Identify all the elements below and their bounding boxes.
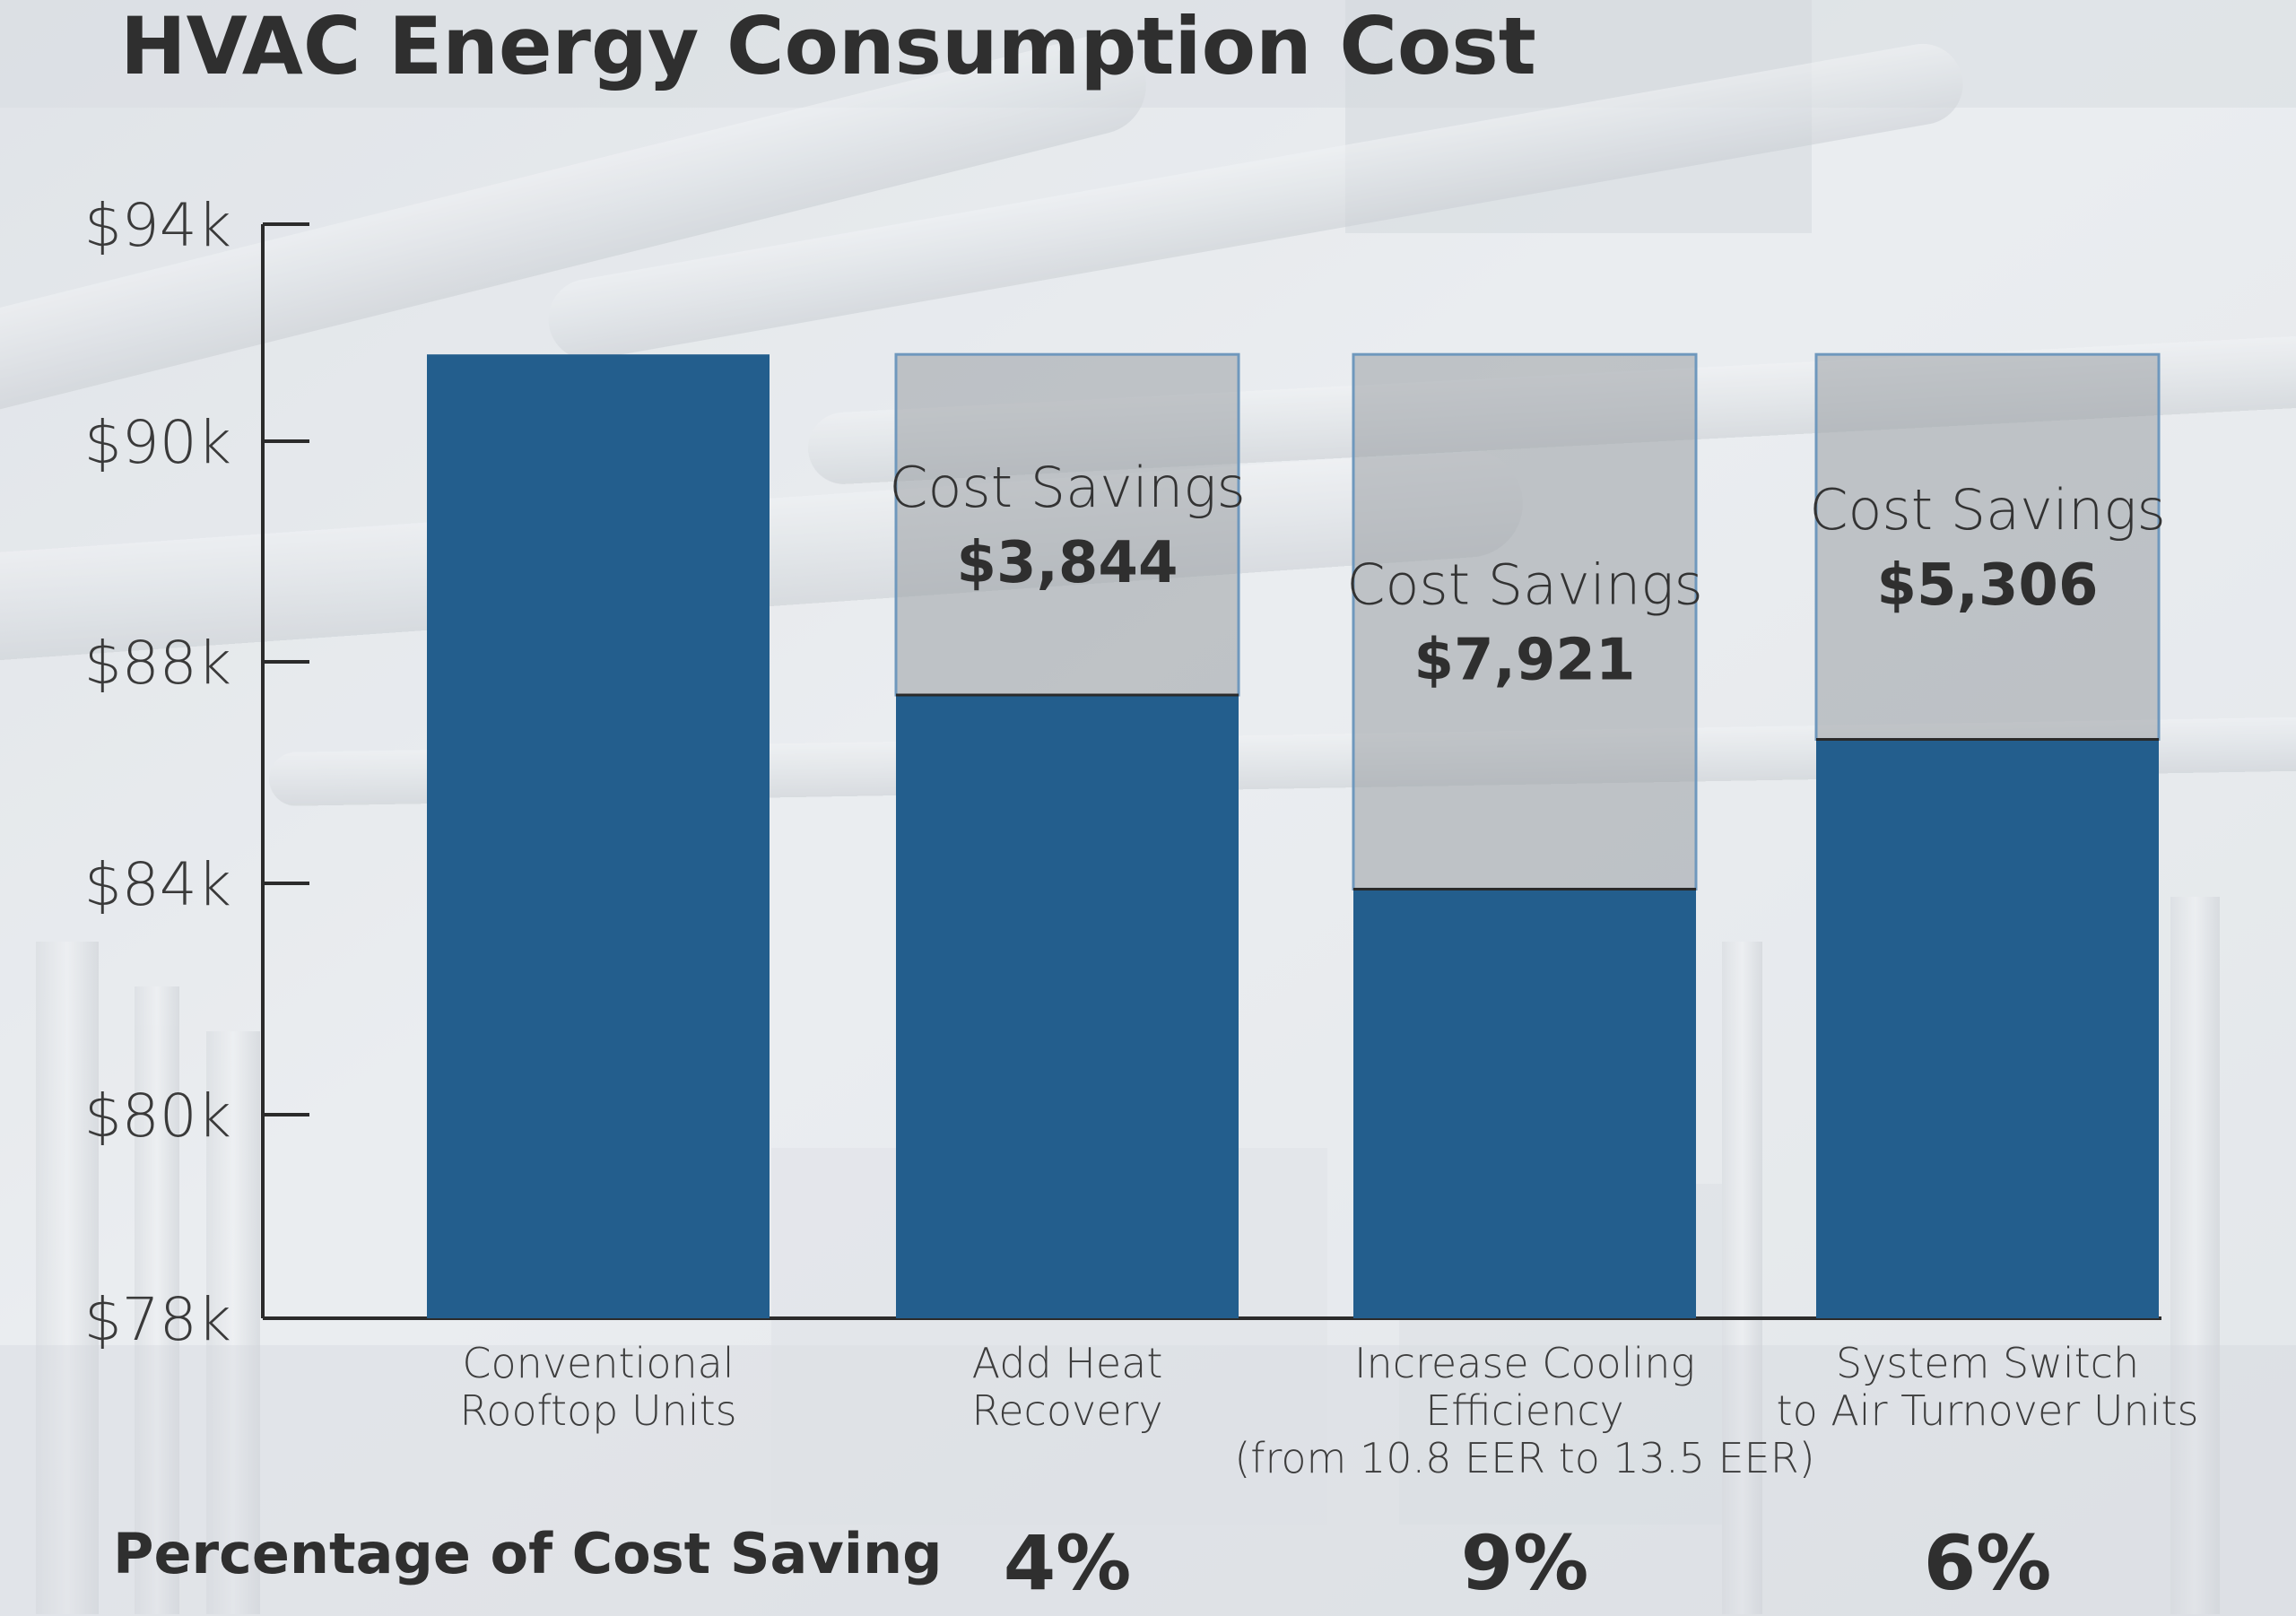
category-label: Efficiency xyxy=(1425,1386,1624,1435)
category-label: Rooftop Units xyxy=(459,1386,736,1435)
percentage-value: 9% xyxy=(1461,1519,1589,1607)
savings-amount: $5,306 xyxy=(1877,552,2099,619)
category-label: Increase Cooling xyxy=(1354,1339,1695,1387)
category-label: System Switch xyxy=(1836,1339,2139,1387)
bar xyxy=(1353,889,1696,1318)
y-tick-label: $94k xyxy=(84,191,231,260)
bar xyxy=(427,354,770,1319)
category-label: Add Heat xyxy=(972,1339,1163,1387)
chart-title: HVAC Energy Consumption Cost xyxy=(120,0,1536,92)
percentage-value: 6% xyxy=(1924,1519,2052,1607)
savings-caption: Cost Savings xyxy=(1809,477,2166,543)
savings-segment xyxy=(1352,352,1698,891)
y-tick-label: $90k xyxy=(84,408,231,477)
y-tick-label: $84k xyxy=(84,850,231,919)
percentage-value: 4% xyxy=(1004,1519,1132,1607)
y-tick-label: $78k xyxy=(84,1285,231,1354)
y-tick-label: $88k xyxy=(84,629,231,698)
savings-amount: $7,921 xyxy=(1414,627,1636,693)
savings-segment xyxy=(894,352,1240,697)
savings-segment xyxy=(1814,352,2161,741)
savings-amount: $3,844 xyxy=(957,530,1178,596)
savings-caption: Cost Savings xyxy=(1346,552,1703,617)
savings-caption: Cost Savings xyxy=(889,455,1246,520)
bar xyxy=(1816,739,2159,1318)
y-tick-label: $80k xyxy=(84,1082,231,1151)
category-label: Recovery xyxy=(971,1386,1162,1435)
category-label: (from 10.8 EER to 13.5 EER) xyxy=(1234,1434,1814,1482)
category-label: Conventional xyxy=(462,1339,734,1387)
bar xyxy=(896,695,1239,1318)
percentage-row-label: Percentage of Cost Saving xyxy=(113,1521,943,1586)
category-label: to Air Turnover Units xyxy=(1777,1386,2199,1435)
